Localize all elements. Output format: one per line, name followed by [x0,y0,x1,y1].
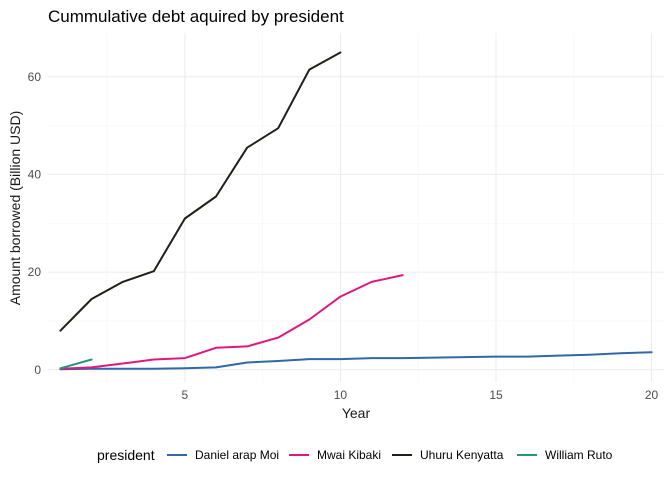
legend-label-uhuru-kenyatta: Uhuru Kenyatta [420,448,504,462]
series-line-daniel-arap-moi [59,351,653,371]
series-line-mwai-kibaki [59,274,404,370]
legend-label-william-ruto: William Ruto [545,448,613,462]
legend: president Daniel arap Moi Mwai Kibaki Uhur… [97,447,613,463]
series-line-uhuru-kenyatta [59,51,342,332]
y-axis-title: Amount borrowed (Billion USD) [7,111,23,306]
chart-title: Cummulative debt aquired by president [48,7,344,26]
x-tick-labels: 5 10 15 20 [182,388,659,402]
x-tick-label: 5 [182,388,189,402]
y-tick-labels: 0 20 40 60 [28,70,42,377]
series-lines [59,51,653,371]
y-tick-label: 0 [34,363,41,377]
x-axis-title: Year [342,405,371,421]
legend-label-daniel-arap-moi: Daniel arap Moi [195,448,279,462]
y-tick-label: 40 [28,168,42,182]
legend-title: president [97,447,155,463]
x-tick-label: 10 [334,388,348,402]
x-tick-label: 20 [645,388,659,402]
y-tick-label: 20 [28,265,42,279]
legend-label-mwai-kibaki: Mwai Kibaki [317,448,381,462]
gridlines [48,33,664,382]
x-tick-label: 15 [489,388,503,402]
series-line-william-ruto [59,358,93,370]
y-tick-label: 60 [28,70,42,84]
